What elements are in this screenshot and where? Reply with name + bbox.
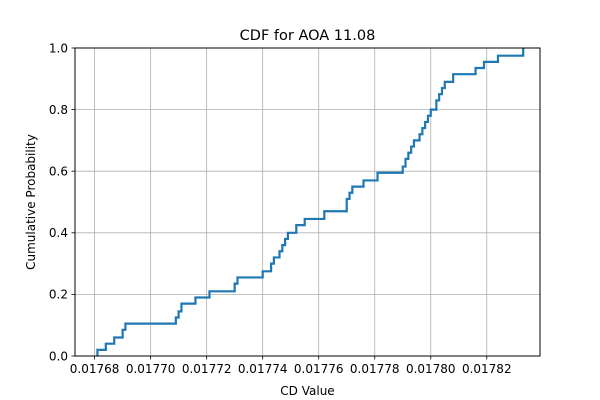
y-tick-label: 0.2 xyxy=(49,288,68,302)
x-axis-label: CD Value xyxy=(280,384,334,398)
chart-title: CDF for AOA 11.08 xyxy=(240,28,376,44)
x-tick-label: 0.01778 xyxy=(350,362,400,376)
y-tick-label: 0.8 xyxy=(49,103,68,117)
x-tick-label: 0.01776 xyxy=(294,362,344,376)
y-tick-label: 1.0 xyxy=(49,41,68,55)
ticks: 0.01768 0.01770 0.01772 0.01774 0.01776 0.017… xyxy=(49,41,512,376)
x-tick-label: 0.01770 xyxy=(126,362,176,376)
x-tick-label: 0.01782 xyxy=(462,362,512,376)
series-layer xyxy=(96,48,525,356)
x-tick-label: 0.01780 xyxy=(406,362,456,376)
axes-frame xyxy=(74,47,541,357)
x-tick-label: 0.01774 xyxy=(238,362,288,376)
x-tick-label: 0.01772 xyxy=(182,362,232,376)
y-axis-label: Cumulative Probability xyxy=(24,134,38,270)
y-tick-label: 0.4 xyxy=(49,226,68,240)
y-tick-label: 0.6 xyxy=(49,165,68,179)
y-tick-label: 0.0 xyxy=(49,349,68,363)
cdf-step-line xyxy=(96,48,525,356)
x-tick-label: 0.01768 xyxy=(70,362,120,376)
